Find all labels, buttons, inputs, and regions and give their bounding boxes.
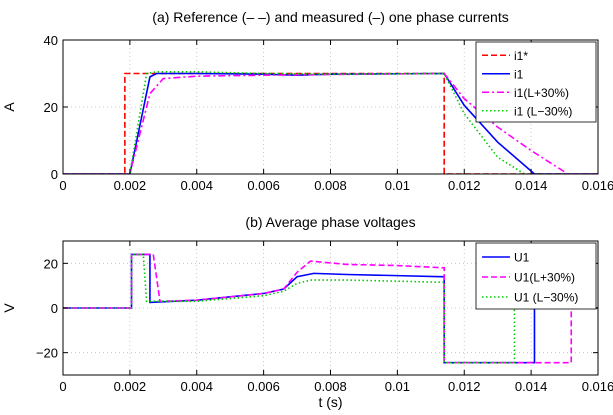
- x-tick-label: 0.014: [515, 379, 548, 394]
- x-tick-label: 0.008: [314, 178, 347, 193]
- legend-box: [475, 242, 597, 310]
- x-tick-label: 0: [59, 178, 66, 193]
- x-tick-label: 0.016: [582, 379, 613, 394]
- x-tick-label: 0: [59, 379, 66, 394]
- x-tick-label: 0.01: [385, 379, 410, 394]
- chart-panel-b: (b) Average phase voltages 0 0.002 0.004 0.0…: [1, 214, 613, 410]
- chart-title: (b) Average phase voltages: [245, 214, 415, 230]
- y-tick-label: 40: [44, 33, 58, 48]
- legend-label: i1 (L−30%): [514, 104, 572, 118]
- x-tick-label: 0.004: [180, 379, 213, 394]
- x-tick-label: 0.004: [180, 178, 213, 193]
- y-tick-label: 0: [51, 167, 58, 182]
- y-tick-label: −20: [36, 346, 58, 361]
- y-tick-label: 0: [51, 301, 58, 316]
- y-axis-label: A: [1, 102, 17, 112]
- x-tick-label: 0.006: [247, 178, 280, 193]
- x-tick-label: 0.01: [385, 178, 410, 193]
- legend-label: i1*: [514, 49, 528, 63]
- legend-label: U1 (L−30%): [514, 291, 578, 305]
- y-tick-label: 20: [44, 256, 58, 271]
- x-tick-label: 0.008: [314, 379, 347, 394]
- legend-label: U1: [514, 251, 530, 265]
- x-tick-label: 0.012: [448, 178, 481, 193]
- legend-label: U1(L+30%): [514, 271, 575, 285]
- x-tick-label: 0.002: [114, 178, 147, 193]
- legend-label: i1(L+30%): [514, 86, 569, 100]
- y-tick-label: 20: [44, 100, 58, 115]
- chart-panel-a: (a) Reference (– –) and measured (–) one…: [1, 9, 613, 193]
- chart-title: (a) Reference (– –) and measured (–) one…: [152, 9, 508, 25]
- legend-label: i1: [514, 67, 524, 81]
- x-tick-label: 0.014: [515, 178, 548, 193]
- x-axis-label: t (s): [318, 394, 342, 410]
- x-tick-label: 0.002: [114, 379, 147, 394]
- y-axis-label: V: [1, 303, 17, 313]
- x-tick-label: 0.016: [582, 178, 613, 193]
- x-tick-label: 0.006: [247, 379, 280, 394]
- x-tick-label: 0.012: [448, 379, 481, 394]
